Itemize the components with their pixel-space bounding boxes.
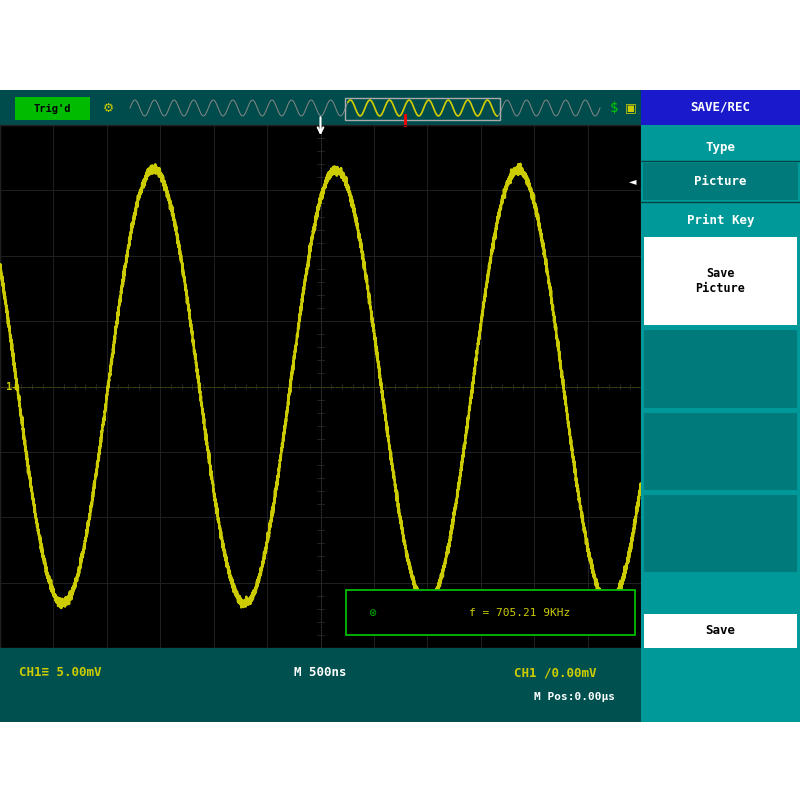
Text: M Pos:0.00μs: M Pos:0.00μs — [534, 692, 615, 702]
Bar — [345, 98, 500, 120]
Text: Type: Type — [706, 142, 735, 154]
Text: Picture: Picture — [694, 175, 746, 188]
Text: Trig'd: Trig'd — [34, 103, 71, 114]
Text: f = 705.21 9KHz: f = 705.21 9KHz — [469, 608, 570, 618]
Bar — [346, 590, 634, 635]
Bar — [644, 413, 797, 490]
Bar — [641, 90, 800, 125]
Bar — [644, 330, 797, 408]
Text: Print Key: Print Key — [686, 214, 754, 226]
Bar — [644, 237, 797, 325]
Text: ⚙: ⚙ — [102, 102, 114, 114]
Bar — [0, 90, 641, 722]
Bar — [0, 648, 800, 722]
Bar — [15, 97, 90, 120]
Text: ▣: ▣ — [625, 102, 637, 114]
Bar — [0, 125, 641, 648]
Text: M 500ns: M 500ns — [294, 666, 346, 679]
Text: 1+: 1+ — [6, 382, 19, 391]
Text: ◄: ◄ — [630, 177, 637, 186]
Bar — [644, 614, 797, 648]
Text: Save
Picture: Save Picture — [695, 267, 746, 295]
Bar — [643, 163, 798, 200]
Bar — [0, 90, 641, 125]
Bar — [644, 495, 797, 572]
Bar — [641, 90, 800, 722]
Text: CH1 /0.00mV: CH1 /0.00mV — [514, 666, 596, 679]
Text: Save: Save — [706, 625, 735, 638]
Text: $: $ — [610, 101, 618, 115]
Text: SAVE/REC: SAVE/REC — [690, 101, 750, 114]
Text: CH1≡ 5.00mV: CH1≡ 5.00mV — [18, 666, 102, 679]
Text: ⊛: ⊛ — [368, 608, 376, 618]
